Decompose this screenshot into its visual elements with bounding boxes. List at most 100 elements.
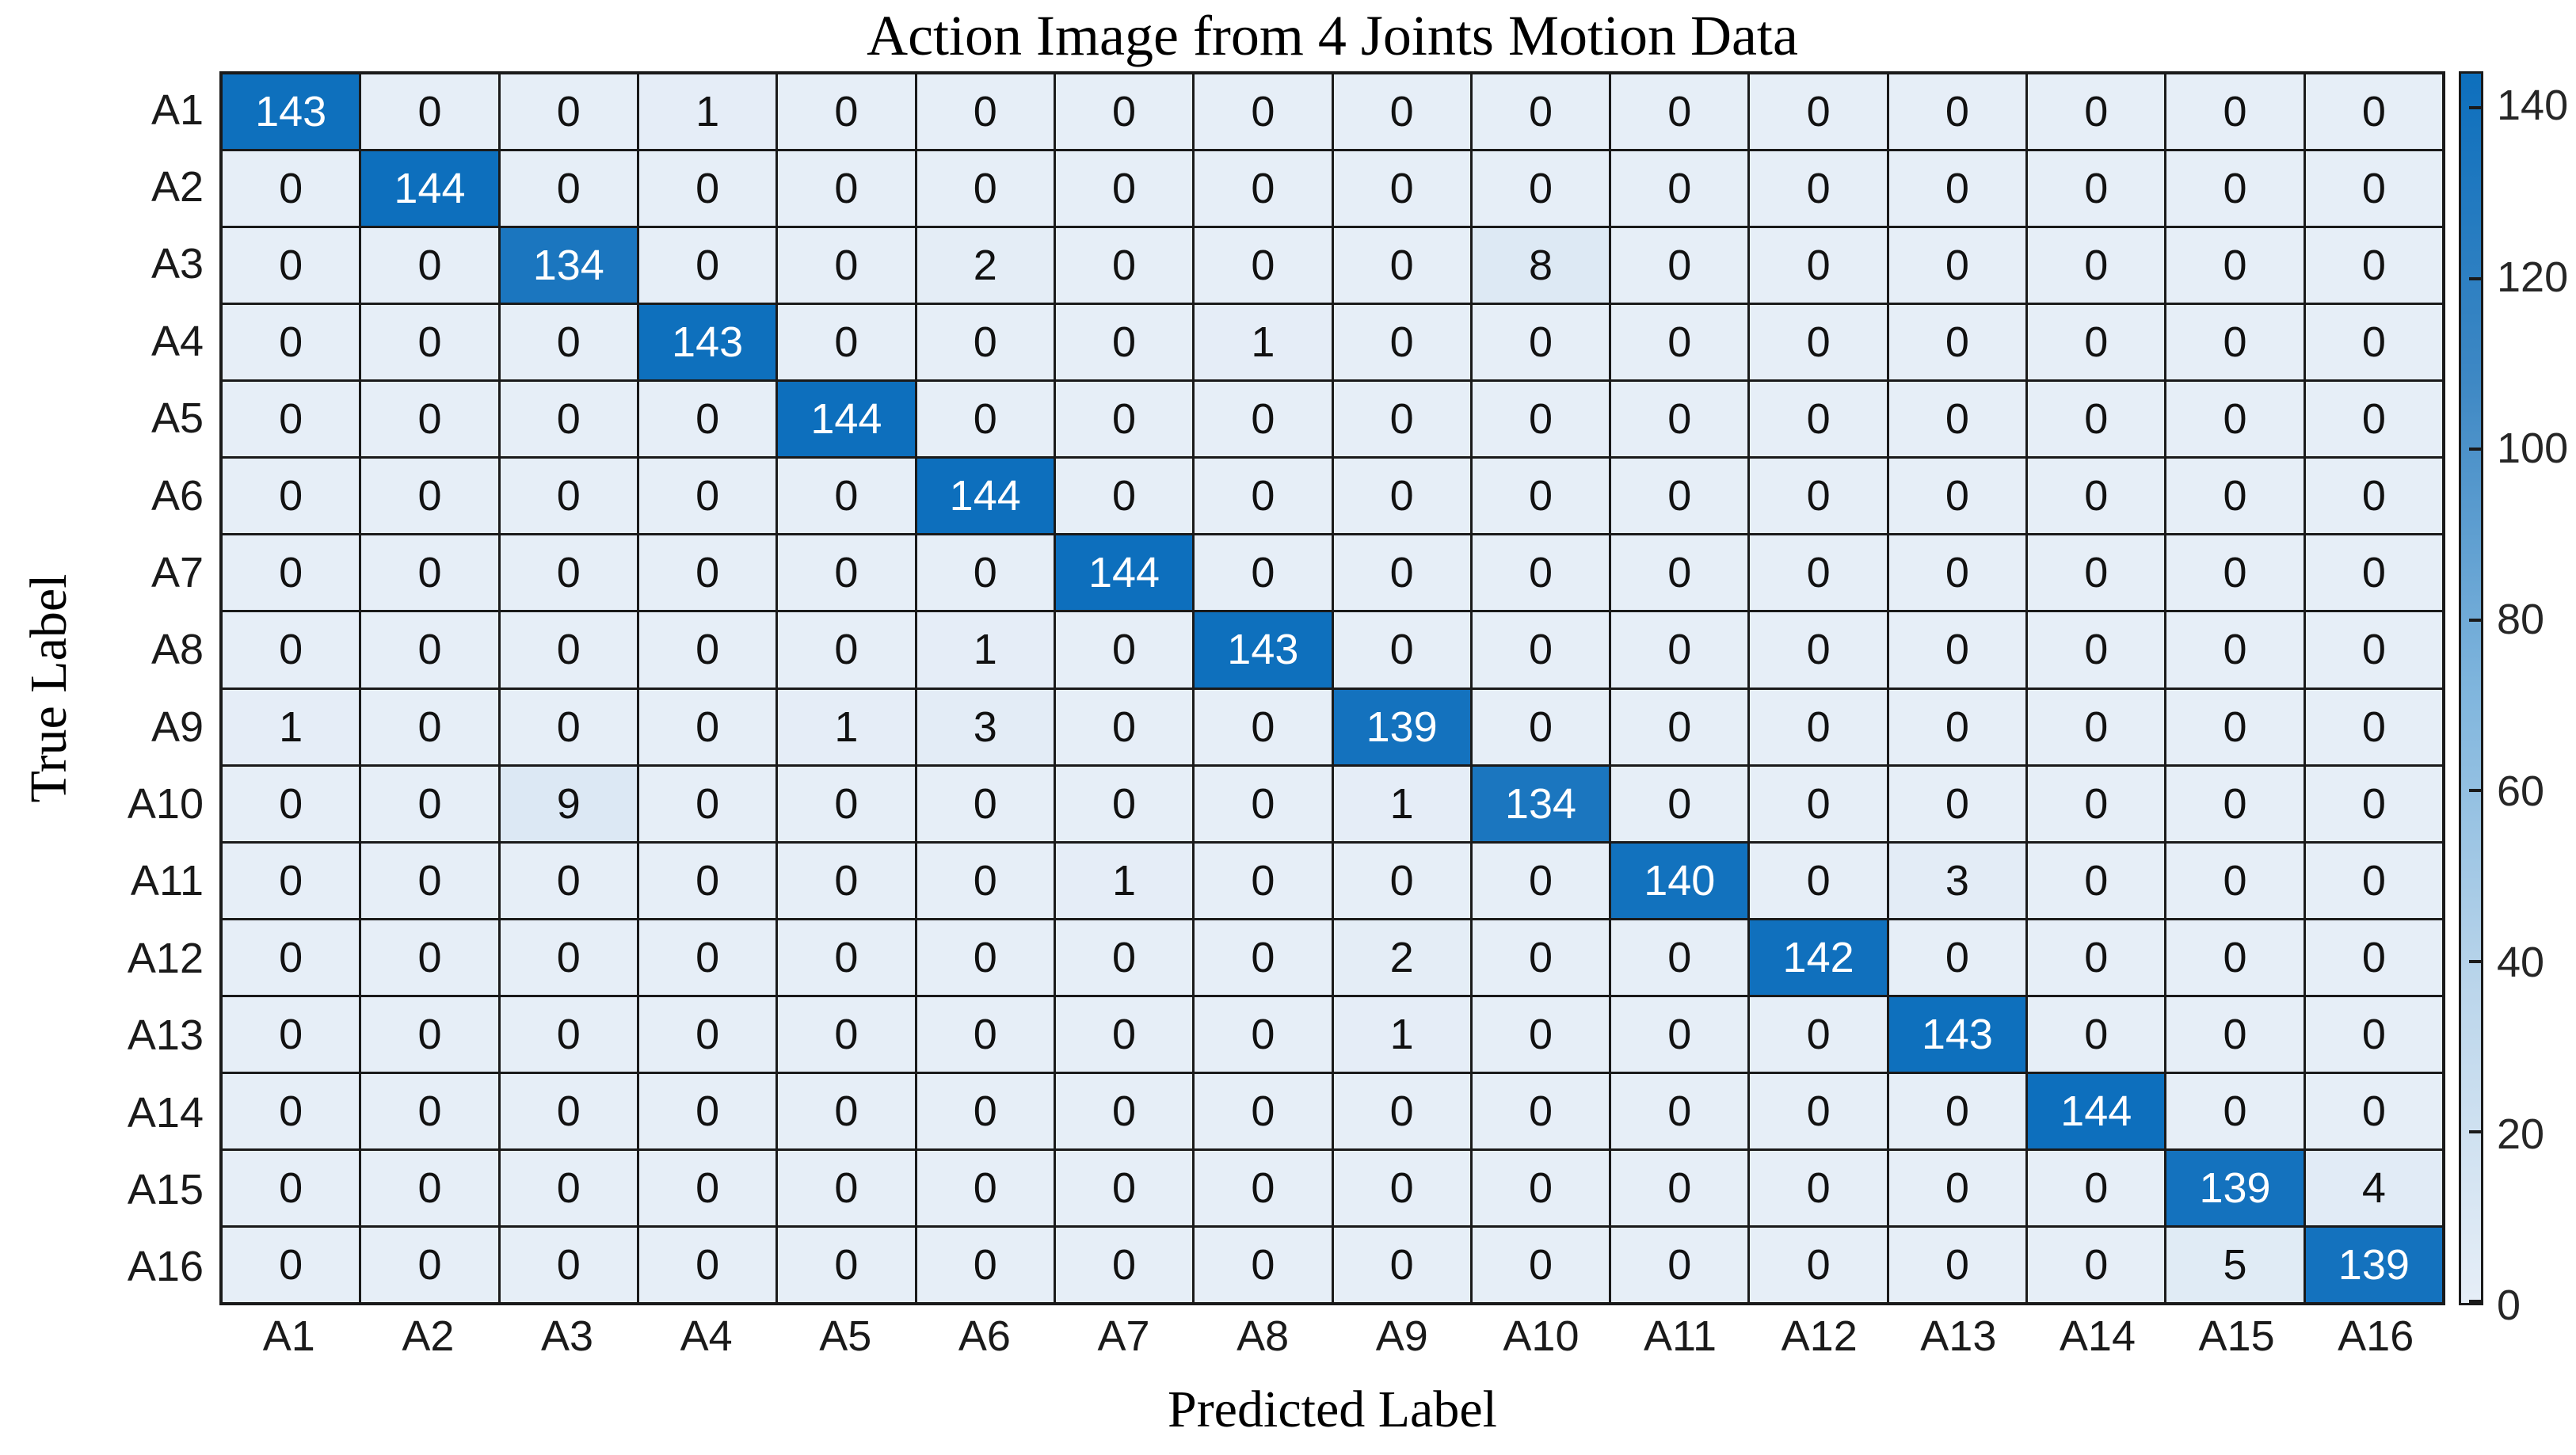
matrix-cell: 0 — [2166, 535, 2304, 611]
y-tick-label: A11 — [130, 857, 204, 905]
matrix-cell: 0 — [1472, 459, 1610, 534]
colorbar-tick — [2469, 448, 2481, 451]
matrix-cell: 0 — [638, 843, 776, 918]
matrix-cell: 0 — [1472, 996, 1610, 1072]
matrix-cell: 0 — [2028, 843, 2165, 918]
x-tick-label: A15 — [2198, 1312, 2275, 1360]
matrix-cell: 3 — [1888, 843, 2026, 918]
matrix-cell: 0 — [500, 1073, 637, 1148]
matrix-cell: 0 — [500, 1227, 637, 1302]
matrix-cell: 0 — [1195, 1150, 1332, 1225]
matrix-cell: 0 — [638, 459, 776, 534]
x-tick-label: A7 — [1097, 1312, 1150, 1360]
matrix-cell: 0 — [1750, 305, 1887, 380]
x-tick-label: A16 — [2338, 1312, 2414, 1360]
matrix-cell: 0 — [1055, 766, 1193, 841]
matrix-cell: 0 — [1611, 996, 1748, 1072]
matrix-cell: 0 — [1195, 689, 1332, 764]
matrix-cell: 0 — [1333, 459, 1470, 534]
matrix-cell: 0 — [1333, 382, 1470, 457]
matrix-cell: 1 — [223, 689, 360, 764]
y-tick-label: A9 — [151, 703, 204, 751]
matrix-cell: 0 — [1611, 151, 1748, 227]
matrix-cell: 0 — [2028, 996, 2165, 1072]
matrix-cell: 0 — [1888, 535, 2026, 611]
matrix-cell: 0 — [1472, 74, 1610, 150]
matrix-cell: 0 — [500, 843, 637, 918]
colorbar-tick — [2469, 618, 2481, 622]
matrix-cell: 0 — [223, 1150, 360, 1225]
matrix-cell: 4 — [2305, 1150, 2442, 1225]
matrix-cell: 0 — [778, 1073, 915, 1148]
matrix-cell: 0 — [1611, 1073, 1748, 1148]
matrix-cell: 0 — [778, 151, 915, 227]
matrix-cell: 0 — [1472, 1227, 1610, 1302]
y-tick-label: A3 — [151, 240, 204, 288]
matrix-cell: 139 — [2305, 1227, 2442, 1302]
chart-title: Action Image from 4 Joints Motion Data — [867, 4, 1798, 67]
matrix-cell: 0 — [2166, 1073, 2304, 1148]
matrix-cell: 0 — [1333, 1150, 1470, 1225]
matrix-cell: 0 — [1611, 535, 1748, 611]
colorbar-gradient — [2461, 74, 2481, 1303]
matrix-cell: 0 — [2028, 151, 2165, 227]
matrix-cell: 0 — [1611, 1150, 1748, 1225]
matrix-cell: 0 — [1195, 459, 1332, 534]
matrix-cell: 0 — [778, 920, 915, 995]
matrix-cell: 0 — [500, 612, 637, 688]
matrix-cell: 0 — [1055, 689, 1193, 764]
matrix-cell: 142 — [1750, 920, 1887, 995]
matrix-cell: 0 — [223, 151, 360, 227]
matrix-cell: 0 — [1750, 1150, 1887, 1225]
matrix-cell: 0 — [638, 1150, 776, 1225]
matrix-cell: 0 — [1888, 151, 2026, 227]
matrix-cell: 0 — [1472, 612, 1610, 688]
matrix-cell: 0 — [1055, 151, 1193, 227]
matrix-cell: 0 — [2305, 151, 2442, 227]
colorbar-tick-label: 60 — [2497, 767, 2545, 815]
matrix-cell: 0 — [1055, 996, 1193, 1072]
x-tick-label: A4 — [680, 1312, 733, 1360]
matrix-cell: 0 — [361, 996, 498, 1072]
matrix-cell: 0 — [1888, 766, 2026, 841]
matrix-cell: 8 — [1472, 228, 1610, 303]
matrix-cell: 0 — [1750, 689, 1887, 764]
matrix-cell: 0 — [500, 1150, 637, 1225]
matrix-cell: 0 — [2305, 74, 2442, 150]
matrix-cell: 143 — [223, 74, 360, 150]
matrix-cell: 0 — [2305, 766, 2442, 841]
matrix-cell: 0 — [1611, 920, 1748, 995]
matrix-cell: 0 — [2166, 689, 2304, 764]
x-axis-label: Predicted Label — [1168, 1381, 1497, 1438]
matrix-cell: 0 — [916, 766, 1054, 841]
matrix-cell: 0 — [361, 74, 498, 150]
matrix-cell: 0 — [1888, 920, 2026, 995]
y-tick-label: A10 — [127, 780, 204, 828]
matrix-cell: 1 — [1195, 305, 1332, 380]
matrix-cell: 0 — [2305, 612, 2442, 688]
matrix-cell: 0 — [638, 766, 776, 841]
matrix-cell: 0 — [1055, 1150, 1193, 1225]
matrix-cell: 143 — [1195, 612, 1332, 688]
matrix-cell: 0 — [361, 689, 498, 764]
y-tick-label: A15 — [127, 1165, 204, 1213]
matrix-cell: 0 — [361, 228, 498, 303]
matrix-cell: 0 — [2028, 459, 2165, 534]
matrix-cell: 0 — [1195, 1227, 1332, 1302]
matrix-cell: 0 — [2305, 689, 2442, 764]
matrix-cell: 0 — [1333, 1073, 1470, 1148]
matrix-cell: 0 — [223, 535, 360, 611]
matrix-cell: 0 — [500, 535, 637, 611]
matrix-cell: 0 — [223, 843, 360, 918]
matrix-cell: 0 — [2166, 996, 2304, 1072]
matrix-cell: 0 — [638, 535, 776, 611]
x-tick-label: A9 — [1375, 1312, 1428, 1360]
matrix-cell: 0 — [1888, 1073, 2026, 1148]
matrix-cell: 0 — [2305, 920, 2442, 995]
matrix-cell: 0 — [1750, 843, 1887, 918]
matrix-cell: 0 — [223, 305, 360, 380]
matrix-cell: 0 — [778, 996, 915, 1072]
matrix-cell: 0 — [1750, 459, 1887, 534]
y-tick-label: A14 — [127, 1088, 204, 1137]
matrix-cell: 0 — [2166, 382, 2304, 457]
